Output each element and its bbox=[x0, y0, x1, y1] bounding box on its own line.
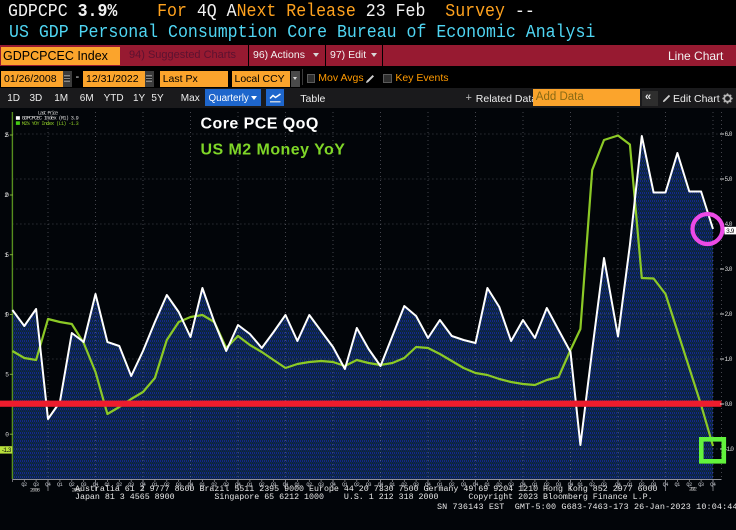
svg-text:Q1: Q1 bbox=[105, 482, 111, 488]
svg-text:Q3: Q3 bbox=[651, 482, 657, 488]
svg-text:Q3: Q3 bbox=[176, 482, 182, 488]
svg-text:10: 10 bbox=[4, 312, 9, 319]
svg-text:Q3: Q3 bbox=[556, 482, 562, 488]
svg-text:25: 25 bbox=[4, 132, 9, 139]
svg-text:Q1: Q1 bbox=[532, 482, 538, 488]
svg-text:-1.3: -1.3 bbox=[1, 447, 12, 454]
svg-text:Q3: Q3 bbox=[33, 482, 39, 488]
svg-text:Q1: Q1 bbox=[247, 482, 253, 488]
svg-text:Q2: Q2 bbox=[21, 482, 27, 488]
svg-text:0: 0 bbox=[5, 431, 9, 438]
svg-text:Last Price: Last Price bbox=[38, 110, 58, 116]
svg-text:0.0: 0.0 bbox=[725, 401, 733, 408]
svg-text:Q1: Q1 bbox=[295, 482, 301, 488]
svg-text:Q3: Q3 bbox=[366, 482, 372, 488]
svg-text:Q3: Q3 bbox=[223, 482, 229, 488]
svg-text:Q3: Q3 bbox=[508, 482, 514, 488]
svg-text:20: 20 bbox=[4, 192, 9, 199]
svg-text:Q2: Q2 bbox=[496, 482, 502, 488]
svg-text:Q2: Q2 bbox=[449, 482, 455, 488]
svg-text:6.0: 6.0 bbox=[725, 131, 733, 138]
svg-text:Q2: Q2 bbox=[164, 482, 170, 488]
svg-text:Q2: Q2 bbox=[639, 482, 645, 488]
svg-text:2009: 2009 bbox=[72, 488, 82, 494]
svg-text:Q3: Q3 bbox=[461, 482, 467, 488]
svg-text:Q1: Q1 bbox=[627, 482, 633, 488]
svg-text:Q2: Q2 bbox=[589, 482, 595, 488]
svg-text:3.0: 3.0 bbox=[725, 266, 733, 273]
svg-text:Q1: Q1 bbox=[57, 482, 63, 488]
svg-text:1.0: 1.0 bbox=[725, 356, 733, 363]
svg-text:4.0: 4.0 bbox=[725, 221, 733, 228]
svg-text:Q3: Q3 bbox=[318, 482, 324, 488]
svg-text:Q1: Q1 bbox=[675, 482, 681, 488]
svg-text:Q1: Q1 bbox=[485, 482, 491, 488]
svg-text:Q3: Q3 bbox=[601, 482, 607, 488]
svg-text:2022: 2022 bbox=[689, 487, 697, 493]
svg-text:Q2: Q2 bbox=[354, 482, 360, 488]
svg-text:Q2: Q2 bbox=[259, 482, 265, 488]
svg-text:M2% YOY Index (L1) -1.3: M2% YOY Index (L1) -1.3 bbox=[22, 121, 79, 127]
svg-text:-1.0: -1.0 bbox=[725, 446, 735, 453]
svg-text:Q1: Q1 bbox=[578, 482, 584, 488]
svg-text:Q3: Q3 bbox=[413, 482, 419, 488]
svg-text:Q3: Q3 bbox=[698, 482, 704, 488]
svg-text:2008: 2008 bbox=[30, 488, 40, 494]
svg-text:Q1: Q1 bbox=[437, 482, 443, 488]
svg-text:US M2 Money YoY: US M2 Money YoY bbox=[201, 142, 346, 159]
svg-text:2.0: 2.0 bbox=[725, 311, 733, 318]
svg-text:Q1: Q1 bbox=[152, 482, 158, 488]
svg-text:Q2: Q2 bbox=[69, 482, 75, 488]
svg-text:GDPCPCEC Index (R1) 3.9: GDPCPCEC Index (R1) 3.9 bbox=[22, 116, 79, 122]
svg-text:Q1: Q1 bbox=[342, 482, 348, 488]
svg-text:Q2: Q2 bbox=[306, 482, 312, 488]
svg-text:Q3: Q3 bbox=[81, 482, 87, 488]
svg-text:Q2: Q2 bbox=[686, 482, 692, 488]
svg-text:Q2: Q2 bbox=[116, 482, 122, 488]
svg-text:Q3: Q3 bbox=[128, 482, 134, 488]
svg-text:5.0: 5.0 bbox=[725, 176, 733, 183]
svg-text:3.9: 3.9 bbox=[726, 228, 735, 235]
svg-text:Q2: Q2 bbox=[544, 482, 550, 488]
svg-text:15: 15 bbox=[4, 252, 9, 259]
svg-text:5: 5 bbox=[5, 372, 9, 379]
svg-text:Q1: Q1 bbox=[390, 482, 396, 488]
svg-text:Q1: Q1 bbox=[200, 482, 206, 488]
svg-text:Q3: Q3 bbox=[271, 482, 277, 488]
svg-text:Q2: Q2 bbox=[211, 482, 217, 488]
svg-text:Q2: Q2 bbox=[401, 482, 407, 488]
svg-text:Core PCE QoQ: Core PCE QoQ bbox=[201, 116, 319, 133]
